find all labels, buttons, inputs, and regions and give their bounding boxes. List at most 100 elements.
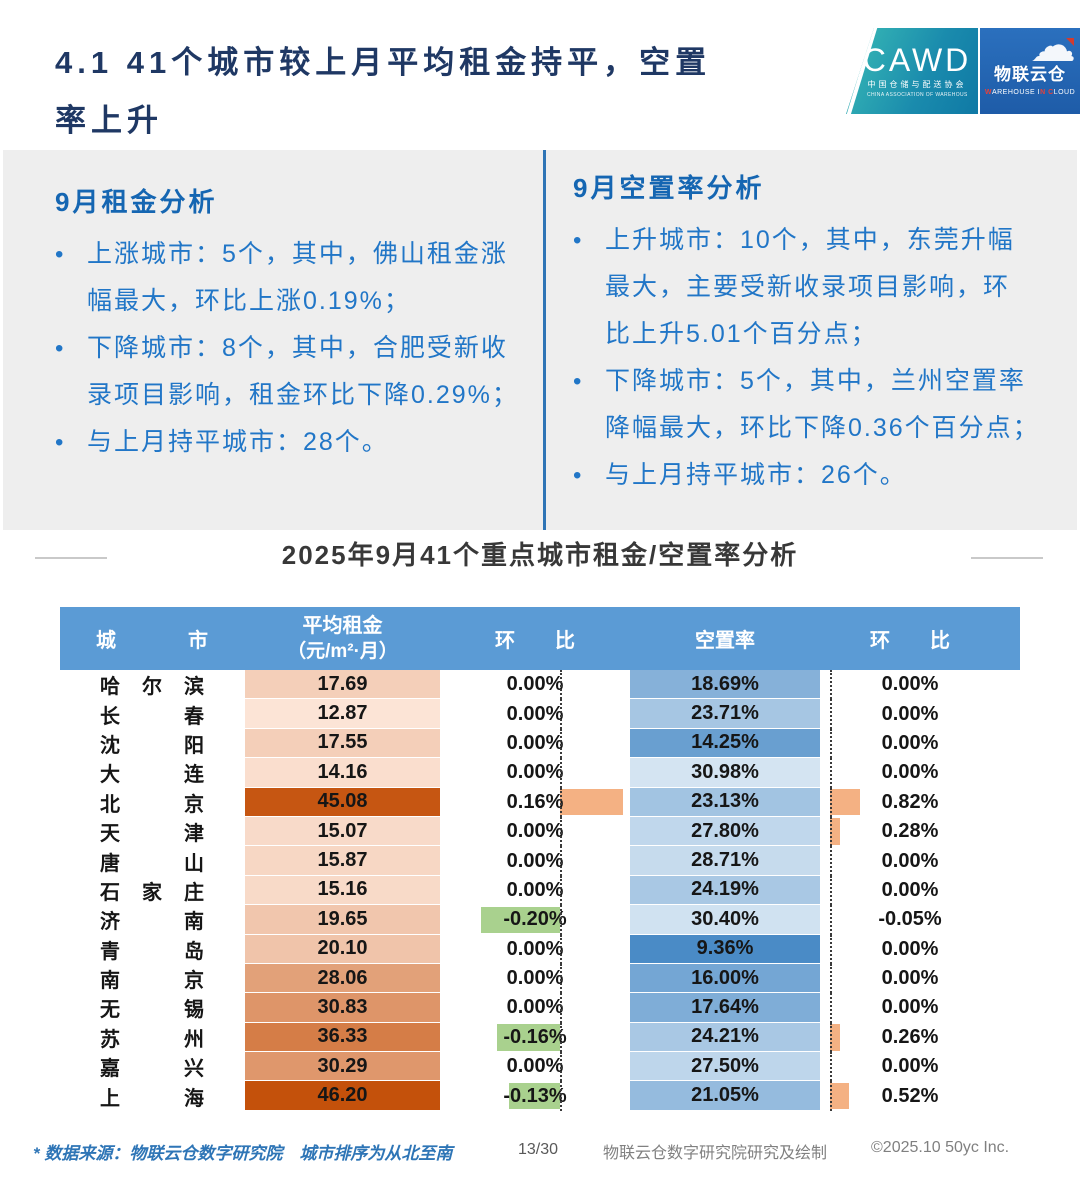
bullet-text-line: 与上月持平城市：26个。 [605, 461, 907, 489]
city-name: 嘉兴 [100, 1052, 204, 1081]
mom-value: 0.00% [881, 702, 939, 725]
city-cell: 哈尔滨 [60, 670, 245, 699]
rent-cell: 19.65 [245, 905, 440, 935]
table-row: 无锡 30.83 0.00% 17.64% 0.00% [60, 993, 1020, 1023]
city-name-char: 津 [184, 823, 204, 846]
mom-value: 0.00% [881, 878, 939, 901]
city-name: 上海 [100, 1082, 204, 1111]
table-header-row: 城市 平均租金 （元/m²·月） 环比 空置率 环比 [60, 607, 1020, 670]
vacancy-mom-cell: 0.52% [820, 1081, 1020, 1111]
rent-value: 28.06 [317, 966, 368, 989]
wlyc-logo-subtitle: WAREHOUSE IN CLOUD [985, 89, 1075, 96]
col-header-rent-mom: 环比 [440, 607, 630, 670]
city-name: 哈尔滨 [100, 670, 204, 699]
city-name-char: 尔 [142, 676, 162, 699]
wlyc-subtitle-part: N [1040, 89, 1046, 96]
table-row: 唐山 15.87 0.00% 28.71% 0.00% [60, 846, 1020, 876]
col-header-mom-char: 比 [930, 630, 950, 652]
city-name: 南京 [100, 964, 204, 993]
city-name-char: 连 [184, 764, 204, 787]
zero-axis-line [830, 816, 832, 847]
zero-axis-line [560, 699, 562, 729]
credit-note: 物联云仓数字研究院研究及绘制 [603, 1145, 828, 1162]
mom-value: 0.82% [881, 790, 939, 813]
wlyc-logo: ☁ 物联云仓 WAREHOUSE IN CLOUD [980, 28, 1080, 114]
bullet-text-line: 上升城市：10个，其中，东莞升幅 [605, 226, 1015, 254]
city-name-char: 阳 [184, 734, 204, 757]
col-header-rent-unit: （元/m²·月） [287, 640, 398, 662]
rent-mom-cell: 0.00% [440, 758, 630, 788]
vacancy-value: 16.00% [691, 966, 759, 989]
city-cell: 济南 [60, 905, 245, 934]
zero-axis-line [560, 816, 562, 847]
zero-axis-line [830, 934, 832, 964]
mom-value: 0.00% [506, 967, 564, 990]
rent-value: 15.07 [317, 819, 368, 842]
city-name-char: 济 [100, 911, 120, 934]
city-name-char: 兴 [184, 1058, 204, 1081]
rent-analysis-bullets: • 上涨城市：5个，其中，佛山租金涨 幅最大，环比上涨0.19%； • 下降城市：8个，… [55, 231, 530, 466]
vacancy-analysis-section: 9月空置率分析 • 上升城市：10个，其中，东莞升幅 最大，主要受新收录项目影响，环… [573, 168, 1053, 499]
city-cell: 大连 [60, 758, 245, 787]
vacancy-value: 30.40% [691, 907, 759, 930]
vacancy-value: 23.71% [691, 702, 759, 725]
vacancy-cell: 23.13% [630, 787, 820, 817]
bullet-text: 下降城市：5个，其中，兰州空置率 降幅最大，环比下降0.36个百分点； [605, 358, 1040, 452]
mom-value: 0.00% [881, 673, 939, 696]
zero-axis-line [830, 1081, 832, 1111]
mom-value: 0.00% [506, 1055, 564, 1078]
col-header-rent: 平均租金 （元/m²·月） [245, 607, 440, 670]
bullet-text: 下降城市：8个，其中，合肥受新收 录项目影响，租金环比下降0.29%； [87, 325, 519, 419]
city-cell: 北京 [60, 788, 245, 817]
cawd-logo-subtitle: 中国仓储与配送协会 [867, 80, 967, 89]
zero-axis-line [560, 670, 562, 700]
city-name-char: 锡 [184, 999, 204, 1022]
vacancy-cell: 30.40% [630, 905, 820, 935]
rent-value: 15.16 [317, 878, 368, 901]
rent-mom-cell: 0.00% [440, 816, 630, 847]
zero-axis-line [830, 905, 832, 935]
table-row: 上海 46.20 -0.13% 21.05% 0.52% [60, 1081, 1020, 1111]
vacancy-mom-cell: 0.00% [820, 963, 1020, 994]
city-cell: 无锡 [60, 993, 245, 1022]
bullet-item: • 下降城市：8个，其中，合肥受新收 录项目影响，租金环比下降0.29%； [55, 325, 530, 419]
bullet-marker: • [573, 368, 582, 395]
city-name-char: 京 [184, 793, 204, 816]
rent-mom-cell: 0.00% [440, 875, 630, 906]
city-name: 无锡 [100, 993, 204, 1022]
vacancy-mom-cell: 0.00% [820, 728, 1020, 759]
rent-value: 20.10 [317, 937, 368, 960]
mom-value: -0.16% [503, 1025, 567, 1048]
vacancy-value: 14.25% [691, 731, 759, 754]
city-name-char: 哈 [100, 676, 120, 699]
rent-value: 45.08 [317, 790, 368, 813]
red-arrow-icon [1066, 38, 1074, 46]
rent-mom-cell: -0.13% [440, 1081, 630, 1111]
rent-value: 17.69 [317, 672, 368, 695]
rent-value: 14.16 [317, 760, 368, 783]
mom-value: 0.52% [881, 1084, 939, 1107]
city-name: 北京 [100, 788, 204, 817]
mom-value: 0.00% [881, 1055, 939, 1078]
bullet-text-line: 下降城市：5个，其中，兰州空置率 [605, 367, 1026, 395]
vacancy-value: 28.71% [691, 849, 759, 872]
zero-axis-line [830, 1052, 832, 1082]
city-name-char: 州 [184, 1028, 204, 1051]
city-name-char: 天 [100, 823, 120, 846]
city-cell: 嘉兴 [60, 1052, 245, 1081]
city-name: 长春 [100, 700, 204, 729]
mom-value: 0.00% [881, 761, 939, 784]
mom-value: 0.00% [506, 849, 564, 872]
city-name-char: 上 [100, 1087, 120, 1110]
vacancy-mom-cell: 0.00% [820, 699, 1020, 729]
rent-mom-cell: 0.00% [440, 934, 630, 964]
vacancy-value: 24.21% [691, 1025, 759, 1048]
zero-axis-line [560, 905, 562, 935]
rent-cell: 30.83 [245, 993, 440, 1023]
city-data-table: 城市 平均租金 （元/m²·月） 环比 空置率 环比 哈尔滨 17.69 0.00%… [60, 607, 1020, 1111]
table-row: 济南 19.65 -0.20% 30.40% -0.05% [60, 905, 1020, 935]
bullet-text-line: 最大，主要受新收录项目影响，环 [605, 273, 1011, 301]
table-row: 沈阳 17.55 0.00% 14.25% 0.00% [60, 728, 1020, 759]
zero-axis-line [830, 670, 832, 700]
bullet-text-line: 录项目影响，租金环比下降0.29%； [87, 381, 519, 409]
